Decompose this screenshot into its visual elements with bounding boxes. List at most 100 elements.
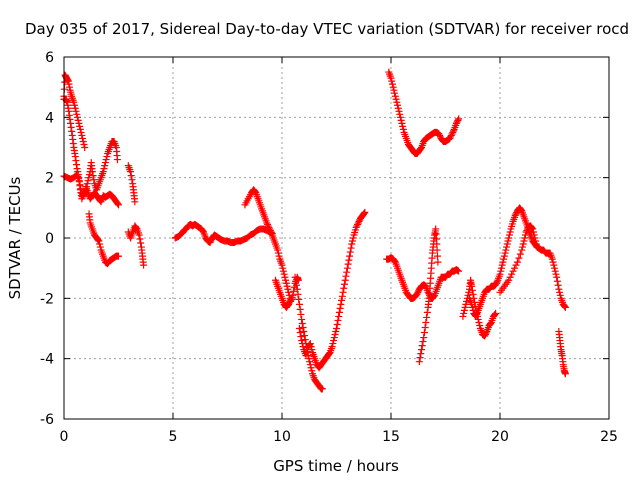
data-point [468,303,476,311]
data-point [306,358,314,366]
data-point [361,208,369,216]
data-point [334,316,342,324]
data-point [325,350,333,358]
data-point [511,211,519,219]
data-point [548,255,556,263]
data-point [416,354,424,362]
data-point [391,257,399,265]
data-point [295,295,303,303]
data-point [76,125,84,133]
data-point [289,291,297,299]
data-point [299,323,307,331]
data-point [126,168,134,176]
data-point [132,224,140,232]
data-point [515,254,523,262]
data-point [81,144,89,151]
data-point [501,249,509,257]
data-point [90,176,98,184]
data-point [418,342,426,350]
data-point [71,104,79,112]
data-point [76,122,84,130]
data-point [454,116,462,124]
data-point [394,101,402,109]
data-point [285,300,293,308]
data-point [293,285,301,293]
data-point [76,181,84,189]
data-point [353,222,361,230]
data-point [114,200,122,208]
y-tick-label: 6 [45,50,54,66]
data-point [355,217,363,225]
data-point [449,127,457,135]
data-point [263,219,271,227]
data-point [281,273,289,281]
data-point [307,364,315,372]
data-point [413,290,421,298]
data-point [337,300,345,308]
data-point [330,334,338,342]
data-point [300,328,308,336]
data-point [424,288,432,296]
data-point [333,325,340,332]
data-point [297,310,305,318]
data-point [307,343,315,351]
y-tick-label: 4 [45,110,54,126]
data-point [506,273,514,281]
data-point [308,346,316,354]
plot-frame [63,56,610,420]
data-point [505,234,513,242]
data-point [500,252,508,260]
data-point [553,273,561,281]
data-point [264,222,272,230]
data-point [287,296,295,304]
data-point [128,176,136,184]
data-point [503,240,511,248]
data-point [354,220,362,228]
data-point [302,352,310,360]
data-point [422,318,430,326]
data-point [331,331,339,339]
data-point [447,133,455,141]
data-point [84,177,92,185]
data-point [73,110,81,118]
data-point [420,329,428,337]
data-point [423,313,431,321]
x-tick-labels: 0 5 10 15 20 25 [60,429,618,445]
data-point [336,304,344,312]
data-point [77,128,85,136]
data-point [301,332,309,340]
x-tick-label: 10 [273,429,291,445]
data-point [396,110,404,118]
grid-lines [64,57,609,419]
data-point [531,234,539,242]
data-point [481,332,489,340]
data-point [497,264,505,272]
data-point [285,288,293,296]
data-point [469,290,477,298]
data-point [399,125,407,133]
data-point [555,285,563,293]
data-point [418,346,426,354]
data-point [506,228,514,236]
data-point [399,122,407,130]
data-point [282,276,290,284]
data-point [297,333,305,341]
chart-title: Day 035 of 2017, Sidereal Day-to-day VTE… [25,20,629,38]
data-point [468,282,476,290]
data-point [348,237,356,245]
data-point [519,243,527,251]
data-point [345,256,353,264]
data-point [415,358,423,366]
data-point [96,240,104,248]
data-point [553,277,561,285]
data-point [511,264,519,272]
data-point [561,370,569,378]
data-point [83,180,91,188]
data-point [552,270,560,278]
data-point [517,206,525,214]
y-tick-label: -2 [40,291,54,307]
data-point [199,227,207,235]
data-point [278,261,286,269]
data-point [523,226,531,234]
data-point [491,310,499,318]
